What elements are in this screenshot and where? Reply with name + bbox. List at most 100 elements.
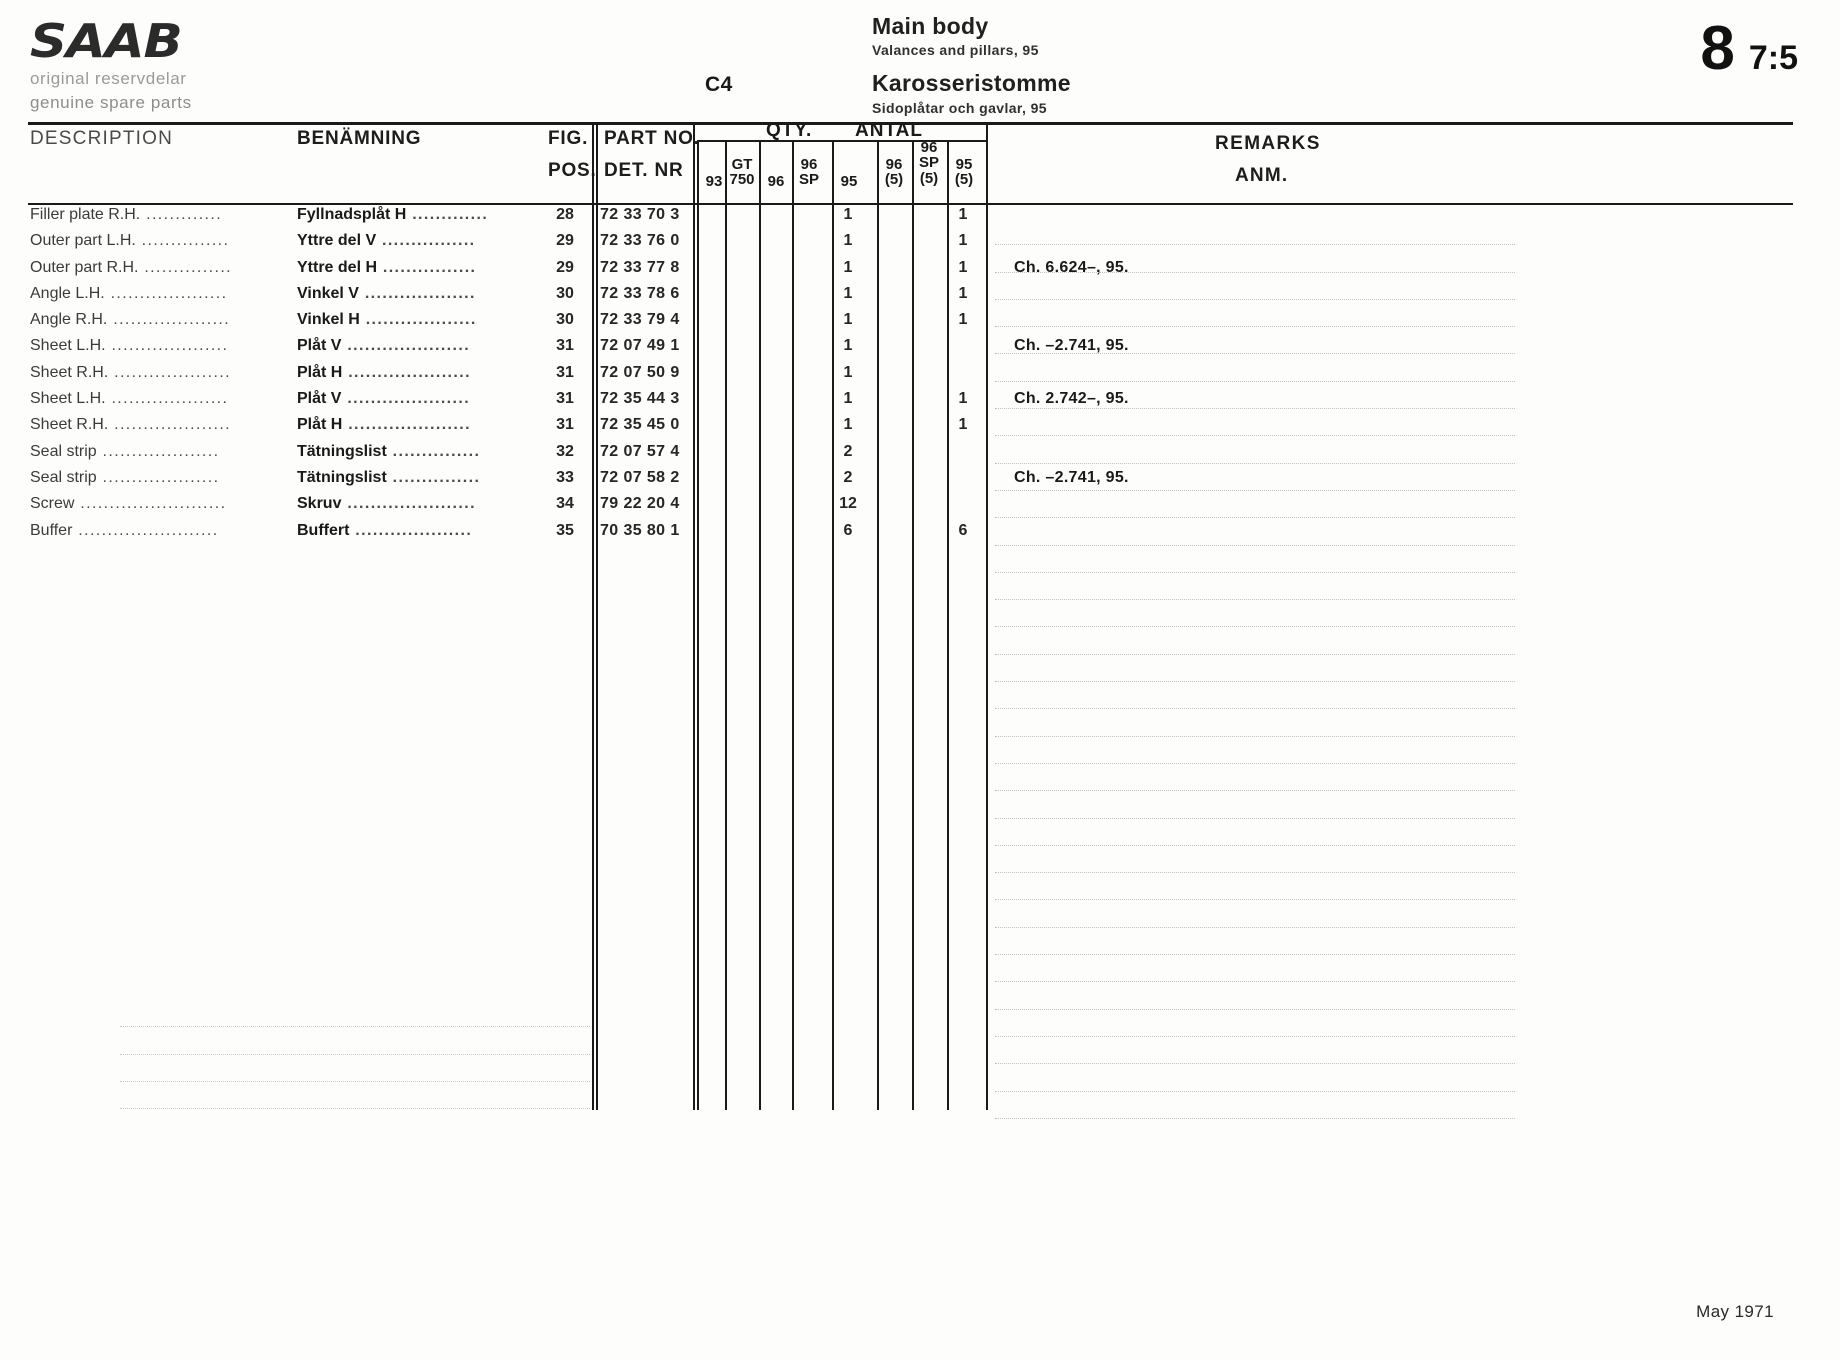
cell-benamning: Skruv ......................	[297, 495, 476, 513]
model-column-header: GT 750	[729, 156, 755, 189]
table-row: Filler plate R.H. ............. Fyllnadsp…	[0, 206, 1840, 232]
cell-benamning: Vinkel V ...................	[297, 284, 476, 302]
table-row-rule	[697, 123, 840, 125]
cell-part-number: 72 33 70 3	[600, 206, 680, 223]
table-column-rule	[832, 140, 834, 1110]
model-column-header: 96 SP	[798, 156, 819, 189]
header-rule	[28, 122, 1793, 125]
table-row: Sheet L.H. .................... Plåt V ..…	[0, 337, 1840, 363]
leader-line	[995, 382, 1515, 410]
cell-fig-pos: 29	[556, 258, 574, 276]
leader-line	[995, 791, 1515, 819]
cell-part-number: 70 35 80 1	[600, 521, 680, 539]
leader-line	[995, 873, 1515, 901]
page-number-block: 8 7:5	[1700, 18, 1798, 80]
cell-part-number: 72 07 49 1	[600, 337, 680, 355]
table-column-rule	[592, 122, 594, 1110]
cell-benamning: Plåt V .....................	[297, 337, 471, 355]
leader-line	[995, 354, 1515, 382]
cell-quantity: 6	[958, 521, 968, 539]
cell-description: Outer part L.H. ...............	[30, 232, 230, 250]
cell-fig-pos: 29	[556, 232, 574, 250]
leader-line	[120, 1000, 590, 1028]
cell-part-number: 79 22 20 4	[600, 495, 680, 513]
leader-line	[995, 846, 1515, 874]
cell-fig-pos: 33	[556, 468, 574, 486]
cell-quantity: 1	[843, 363, 853, 381]
cell-fig-pos: 31	[556, 363, 574, 381]
cell-quantity: 6	[843, 521, 853, 539]
cell-quantity: 1	[843, 284, 853, 302]
page-section-number: 7:5	[1748, 39, 1798, 77]
table-row-rule	[28, 203, 1793, 205]
leader-line	[995, 1064, 1515, 1092]
page-header: SAAB original reservdelar genuine spare …	[0, 0, 1840, 140]
cell-fig-pos: 31	[556, 416, 574, 434]
cell-quantity: 1	[843, 390, 853, 408]
table-row: Seal strip .................... Tätningsl…	[0, 469, 1840, 495]
leader-line	[995, 982, 1515, 1010]
cell-part-number: 72 33 79 4	[600, 311, 680, 329]
brand-block: SAAB original reservdelar genuine spare …	[30, 18, 360, 113]
model-column-header: 96 SP (5)	[918, 139, 939, 187]
leader-line	[995, 737, 1515, 764]
cell-description: Seal strip ....................	[30, 468, 220, 486]
cell-quantity: 1	[958, 232, 968, 250]
leader-line	[995, 928, 1515, 956]
cell-part-number: 72 33 76 0	[600, 232, 680, 250]
column-header-det-nr: DET. NR	[604, 160, 684, 181]
cell-quantity: 1	[843, 311, 853, 329]
cell-part-number: 72 35 45 0	[600, 416, 680, 434]
table-row: Angle L.H. .................... Vinkel V …	[0, 285, 1840, 311]
leader-line	[995, 1092, 1515, 1119]
leader-line	[995, 955, 1515, 983]
cell-description: Filler plate R.H. .............	[30, 206, 223, 223]
cell-fig-pos: 30	[556, 311, 574, 329]
cell-description: Sheet L.H. ....................	[30, 390, 229, 408]
leader-line	[995, 327, 1515, 355]
leader-line	[995, 819, 1515, 846]
cell-benamning: Tätningslist ...............	[297, 468, 481, 486]
cell-description: Angle R.H. ....................	[30, 311, 231, 329]
leader-line	[995, 245, 1515, 273]
table-row: Buffer ........................ Buffert .…	[0, 522, 1840, 548]
table-row: Sheet R.H. .................... Plåt H ..…	[0, 364, 1840, 390]
table-row: Outer part L.H. ............... Yttre del…	[0, 232, 1840, 258]
left-leader-lines	[120, 1000, 590, 1110]
cell-quantity: 1	[958, 416, 968, 434]
table-column-rule	[596, 122, 598, 1110]
table-row: Angle R.H. .................... Vinkel H …	[0, 311, 1840, 337]
cell-description: Buffer ........................	[30, 521, 219, 539]
cell-quantity: 1	[843, 232, 853, 250]
cell-fig-pos: 31	[556, 390, 574, 408]
column-header-pos: POS.	[548, 160, 597, 181]
leader-line	[995, 627, 1515, 655]
cell-fig-pos: 34	[556, 495, 574, 513]
leader-line	[995, 1037, 1515, 1065]
leader-line	[120, 1055, 590, 1082]
table-column-rule	[877, 140, 879, 1110]
leader-line	[995, 546, 1515, 573]
cell-part-number: 72 07 50 9	[600, 363, 680, 381]
subtitle-english: Valances and pillars, 95	[872, 42, 1039, 59]
table-row: Screw ......................... Skruv ...…	[0, 495, 1840, 521]
table-column-rule	[725, 140, 727, 1110]
table-column-rule	[792, 140, 794, 1110]
cell-benamning: Plåt V .....................	[297, 390, 471, 408]
cell-quantity: 1	[958, 206, 968, 223]
cell-fig-pos: 32	[556, 442, 574, 460]
cell-description: Angle L.H. ....................	[30, 284, 228, 302]
remarks-leader-lines	[995, 218, 1515, 1119]
cell-benamning: Yttre del V ................	[297, 232, 476, 250]
cell-quantity: 1	[843, 416, 853, 434]
cell-description: Screw .........................	[30, 495, 227, 513]
column-header-description: DESCRIPTION	[30, 128, 174, 149]
leader-line	[995, 409, 1515, 437]
leader-line	[995, 273, 1515, 300]
cell-quantity: 1	[843, 337, 853, 355]
cell-description: Outer part R.H. ...............	[30, 258, 233, 276]
column-header-benamning: BENÄMNING	[297, 128, 422, 149]
leader-line	[995, 764, 1515, 792]
leader-line	[120, 1027, 590, 1055]
